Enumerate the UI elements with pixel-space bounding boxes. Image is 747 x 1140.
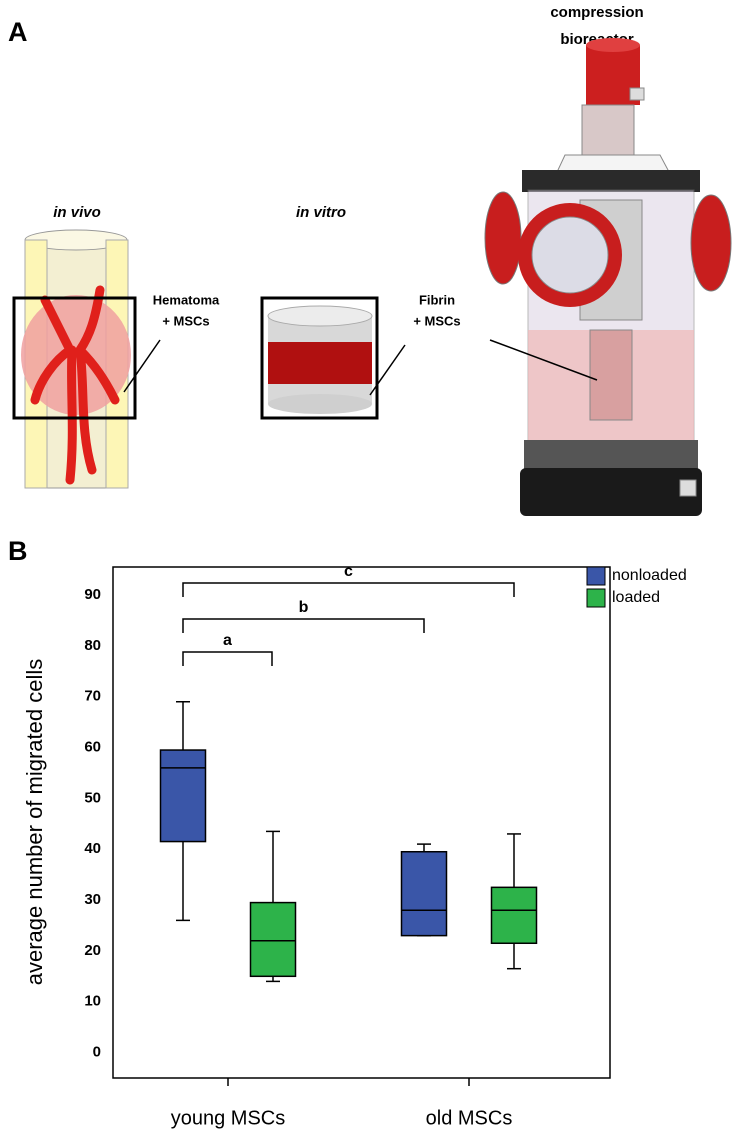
y-tick-label: 30: [84, 891, 101, 908]
box: [490, 886, 538, 945]
in-vivo-label: in vivo: [53, 204, 101, 221]
y-axis-label: average number of migrated cells: [22, 659, 47, 986]
in-vitro-label: in vitro: [296, 204, 346, 221]
box: [249, 901, 297, 978]
hematoma-label: + MSCs: [162, 313, 209, 328]
box: [159, 749, 207, 843]
panel-label: A: [8, 17, 28, 47]
in-vivo-illustration: [12, 229, 161, 489]
significance-bracket: [182, 651, 273, 666]
significance-bracket: [182, 582, 515, 597]
significance-label: c: [344, 563, 353, 580]
legend-swatch: [586, 566, 606, 586]
x-tick-label: young MSCs: [171, 1107, 286, 1129]
y-tick-label: 80: [84, 637, 101, 654]
y-tick-label: 0: [93, 1044, 101, 1061]
in-vitro-illustration: [260, 296, 406, 420]
legend-label: loaded: [612, 589, 660, 606]
fibrin-label: Fibrin: [419, 292, 455, 307]
legend-swatch: [586, 588, 606, 608]
y-tick-label: 50: [84, 789, 101, 806]
plot-frame: [112, 566, 611, 1079]
y-tick-label: 90: [84, 586, 101, 603]
y-tick-label: 60: [84, 738, 101, 755]
box: [400, 850, 448, 937]
hematoma-label: Hematoma: [153, 292, 220, 307]
significance-label: a: [223, 632, 232, 649]
fibrin-label: + MSCs: [413, 313, 460, 328]
bioreactor-illustration: [484, 38, 732, 516]
y-tick-label: 70: [84, 688, 101, 705]
significance-label: b: [299, 599, 309, 616]
bioreactor-title: compression: [550, 4, 643, 21]
legend-label: nonloaded: [612, 567, 687, 584]
significance-bracket: [182, 618, 425, 633]
y-tick-label: 20: [84, 942, 101, 959]
panel-label: B: [8, 536, 28, 566]
y-tick-label: 40: [84, 840, 101, 857]
y-tick-label: 10: [84, 993, 101, 1010]
x-tick-label: old MSCs: [426, 1107, 513, 1129]
